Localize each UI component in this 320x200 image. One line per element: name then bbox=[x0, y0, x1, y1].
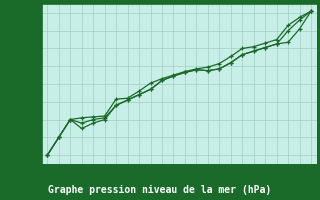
Text: Graphe pression niveau de la mer (hPa): Graphe pression niveau de la mer (hPa) bbox=[48, 185, 272, 195]
